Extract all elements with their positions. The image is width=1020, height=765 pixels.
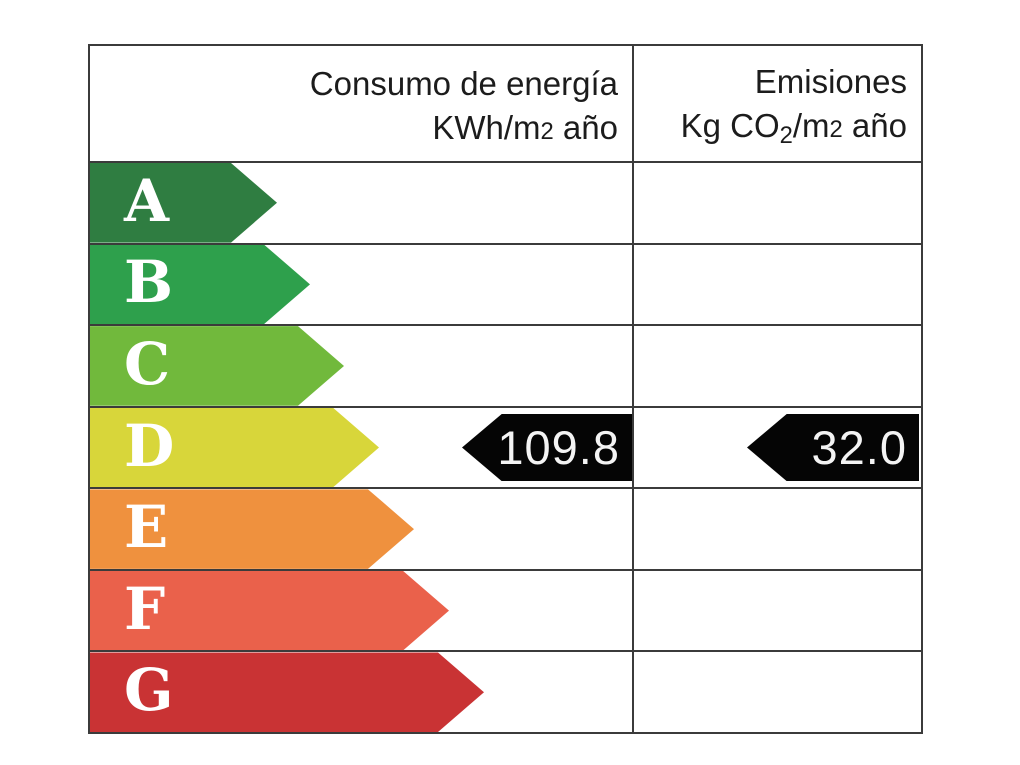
consumption-value: 109.8 [497,421,620,475]
rating-letter-g: G [124,656,174,725]
rating-letter-e: E [124,493,169,562]
rating-letter-d: D [124,411,175,480]
emissions-unit-exponent: 2 [829,115,843,143]
emissions-unit-subscript: 2 [779,121,793,149]
energy-unit-exponent: 2 [540,117,554,145]
rating-arrow-f: F [90,571,449,651]
rating-arrow-g: G [90,652,484,732]
rating-row-f: F [90,568,921,651]
rating-letter-f: F [124,574,166,643]
emissions-value: 32.0 [811,421,907,475]
table-header: Consumo de energía KWh/m2 año Emisiones … [90,46,921,161]
emissions-column-header: Emisiones Kg CO2/m2 año [634,46,921,161]
rating-arrow-e: E [90,489,414,569]
rating-arrow-b: B [90,245,310,325]
energy-column-unit: KWh/m2 año [432,108,618,146]
rating-letter-b: B [124,248,174,317]
rating-letter-c: C [124,329,171,398]
rating-row-e: E [90,487,921,569]
emissions-column-title: Emisiones [754,63,907,101]
rating-row-d: D 109.8 32.0 [90,405,921,488]
rating-row-a: A [90,161,921,243]
consumption-indicator-arrow: 109.8 [462,413,632,482]
rating-row-g: G [90,650,921,733]
rating-letter-a: A [124,166,170,235]
energy-column-title: Consumo de energía [309,64,618,102]
energy-column-header: Consumo de energía KWh/m2 año [90,46,634,161]
rating-row-b: B [90,242,921,325]
rating-arrow-c: C [90,326,344,406]
rating-arrow-d: D [90,408,379,488]
rating-row-c: C [90,324,921,406]
emissions-indicator-arrow: 32.0 [747,413,919,482]
rating-arrow-a: A [90,163,277,243]
rating-table: Consumo de energía KWh/m2 año Emisiones … [88,44,923,734]
emissions-column-unit: Kg CO2/m2 año [680,106,907,149]
